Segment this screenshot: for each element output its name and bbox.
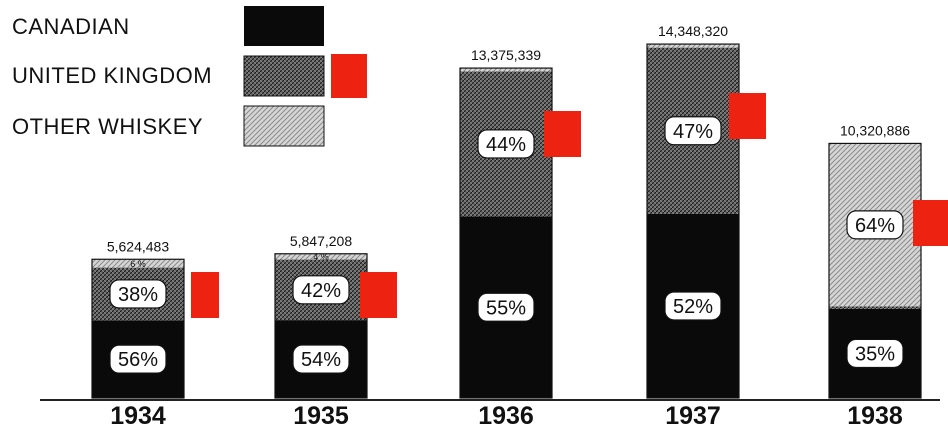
pct-label-united-kingdom-1936: 44% — [477, 129, 535, 159]
year-label-1934: 1934 — [110, 402, 166, 430]
pct-label-canadian-1934-text: 56% — [118, 349, 158, 371]
legend-swatch-other-whiskey — [243, 105, 325, 147]
bar-1934: 5,624,483 1934 56% 38% 6 % — [91, 238, 185, 430]
pct-label-canadian-1937: 52% — [664, 291, 722, 321]
bar-segment-other-whiskey-1934 — [92, 259, 184, 268]
pct-label-united-kingdom-1935-text: 42% — [301, 280, 341, 302]
pct-label-canadian-1937-box — [664, 291, 722, 321]
redaction-mark-1934 — [191, 272, 219, 318]
pct-label-united-kingdom-1935-box — [292, 275, 350, 305]
year-label-1937: 1937 — [665, 402, 721, 430]
bar-1936: 13,375,339 1936 55% 44% — [459, 47, 553, 430]
pct-label-canadian-1938-box — [846, 338, 904, 369]
total-label-1934: 5,624,483 — [107, 238, 169, 254]
pct-label-other-whiskey-1934: 6 % — [130, 259, 146, 269]
pct-label-other-whiskey-1938-text: 64% — [855, 215, 895, 237]
redaction-mark-1937 — [729, 93, 766, 139]
pct-label-canadian-1938: 35% — [846, 338, 904, 369]
pct-label-united-kingdom-1937-box — [664, 116, 722, 146]
bar-outline-1935 — [274, 253, 368, 399]
redaction-mark-legend — [331, 54, 367, 98]
pct-label-canadian-1934: 56% — [109, 344, 167, 374]
pct-label-united-kingdom-1937-text: 47% — [673, 121, 713, 143]
pct-label-canadian-1936-box — [477, 292, 535, 322]
legend-label-united-kingdom: UNITED KINGDOM — [12, 63, 212, 88]
bar-outline-1934 — [91, 258, 185, 399]
pct-label-united-kingdom-1934-box — [109, 279, 167, 309]
pct-label-canadian-1938-text: 35% — [855, 343, 895, 365]
bar-1938: 10,320,886 1938 35% 64% — [828, 122, 922, 430]
legend: CANADIAN UNITED KINGDOM OTHER WHISKEY — [12, 6, 325, 147]
bar-segment-other-whiskey-1937 — [647, 44, 739, 48]
pct-label-canadian-1937-text: 52% — [673, 296, 713, 318]
total-label-1935: 5,847,208 — [290, 233, 352, 249]
bars-group: 5,624,483 1934 56% 38% 6 % 5,847,208 1935 54% 42… — [91, 23, 922, 430]
pct-label-other-whiskey-1935: 4 % — [313, 252, 329, 262]
year-label-1938: 1938 — [847, 402, 903, 430]
bar-segment-other-whiskey-1936 — [460, 68, 552, 72]
bar-outline-1936 — [459, 67, 553, 399]
pct-label-united-kingdom-1937: 47% — [664, 116, 722, 146]
year-label-1936: 1936 — [478, 402, 534, 430]
pct-label-united-kingdom-1934: 38% — [109, 279, 167, 309]
pct-label-canadian-1936: 55% — [477, 292, 535, 322]
bar-outline-1938 — [828, 142, 922, 399]
pct-label-canadian-1936-text: 55% — [486, 297, 526, 319]
redaction-marks — [191, 54, 948, 318]
year-label-1935: 1935 — [293, 402, 349, 430]
total-label-1936: 13,375,339 — [471, 47, 541, 63]
total-label-1938: 10,320,886 — [840, 122, 910, 138]
bar-1935: 5,847,208 1935 54% 42% 4 % — [274, 233, 368, 430]
redaction-mark-1938 — [913, 200, 948, 246]
pct-label-canadian-1935-text: 54% — [301, 349, 341, 371]
total-label-1937: 14,348,320 — [658, 23, 728, 39]
pct-label-canadian-1935-box — [292, 344, 350, 374]
pct-label-canadian-1935: 54% — [292, 344, 350, 374]
bar-segment-other-whiskey-1935 — [275, 253, 367, 260]
legend-swatch-canadian — [244, 6, 324, 46]
pct-label-united-kingdom-1935: 42% — [292, 275, 350, 305]
pct-label-other-whiskey-1938: 64% — [846, 210, 904, 240]
pct-label-united-kingdom-1936-text: 44% — [486, 134, 526, 156]
redaction-mark-1936 — [544, 111, 581, 157]
bar-1937: 14,348,320 1937 52% 47% — [646, 23, 740, 430]
legend-swatch-united-kingdom — [243, 55, 325, 97]
redaction-mark-1935 — [360, 272, 397, 318]
pct-label-other-whiskey-1938-box — [846, 210, 904, 240]
bar-segment-united-kingdom-1938 — [829, 306, 921, 309]
legend-label-other-whiskey: OTHER WHISKEY — [12, 114, 203, 139]
pct-label-canadian-1934-box — [109, 344, 167, 374]
bar-outline-1937 — [646, 43, 740, 399]
pct-label-united-kingdom-1934-text: 38% — [118, 284, 158, 306]
legend-label-canadian: CANADIAN — [12, 14, 130, 39]
pct-label-united-kingdom-1936-box — [477, 129, 535, 159]
